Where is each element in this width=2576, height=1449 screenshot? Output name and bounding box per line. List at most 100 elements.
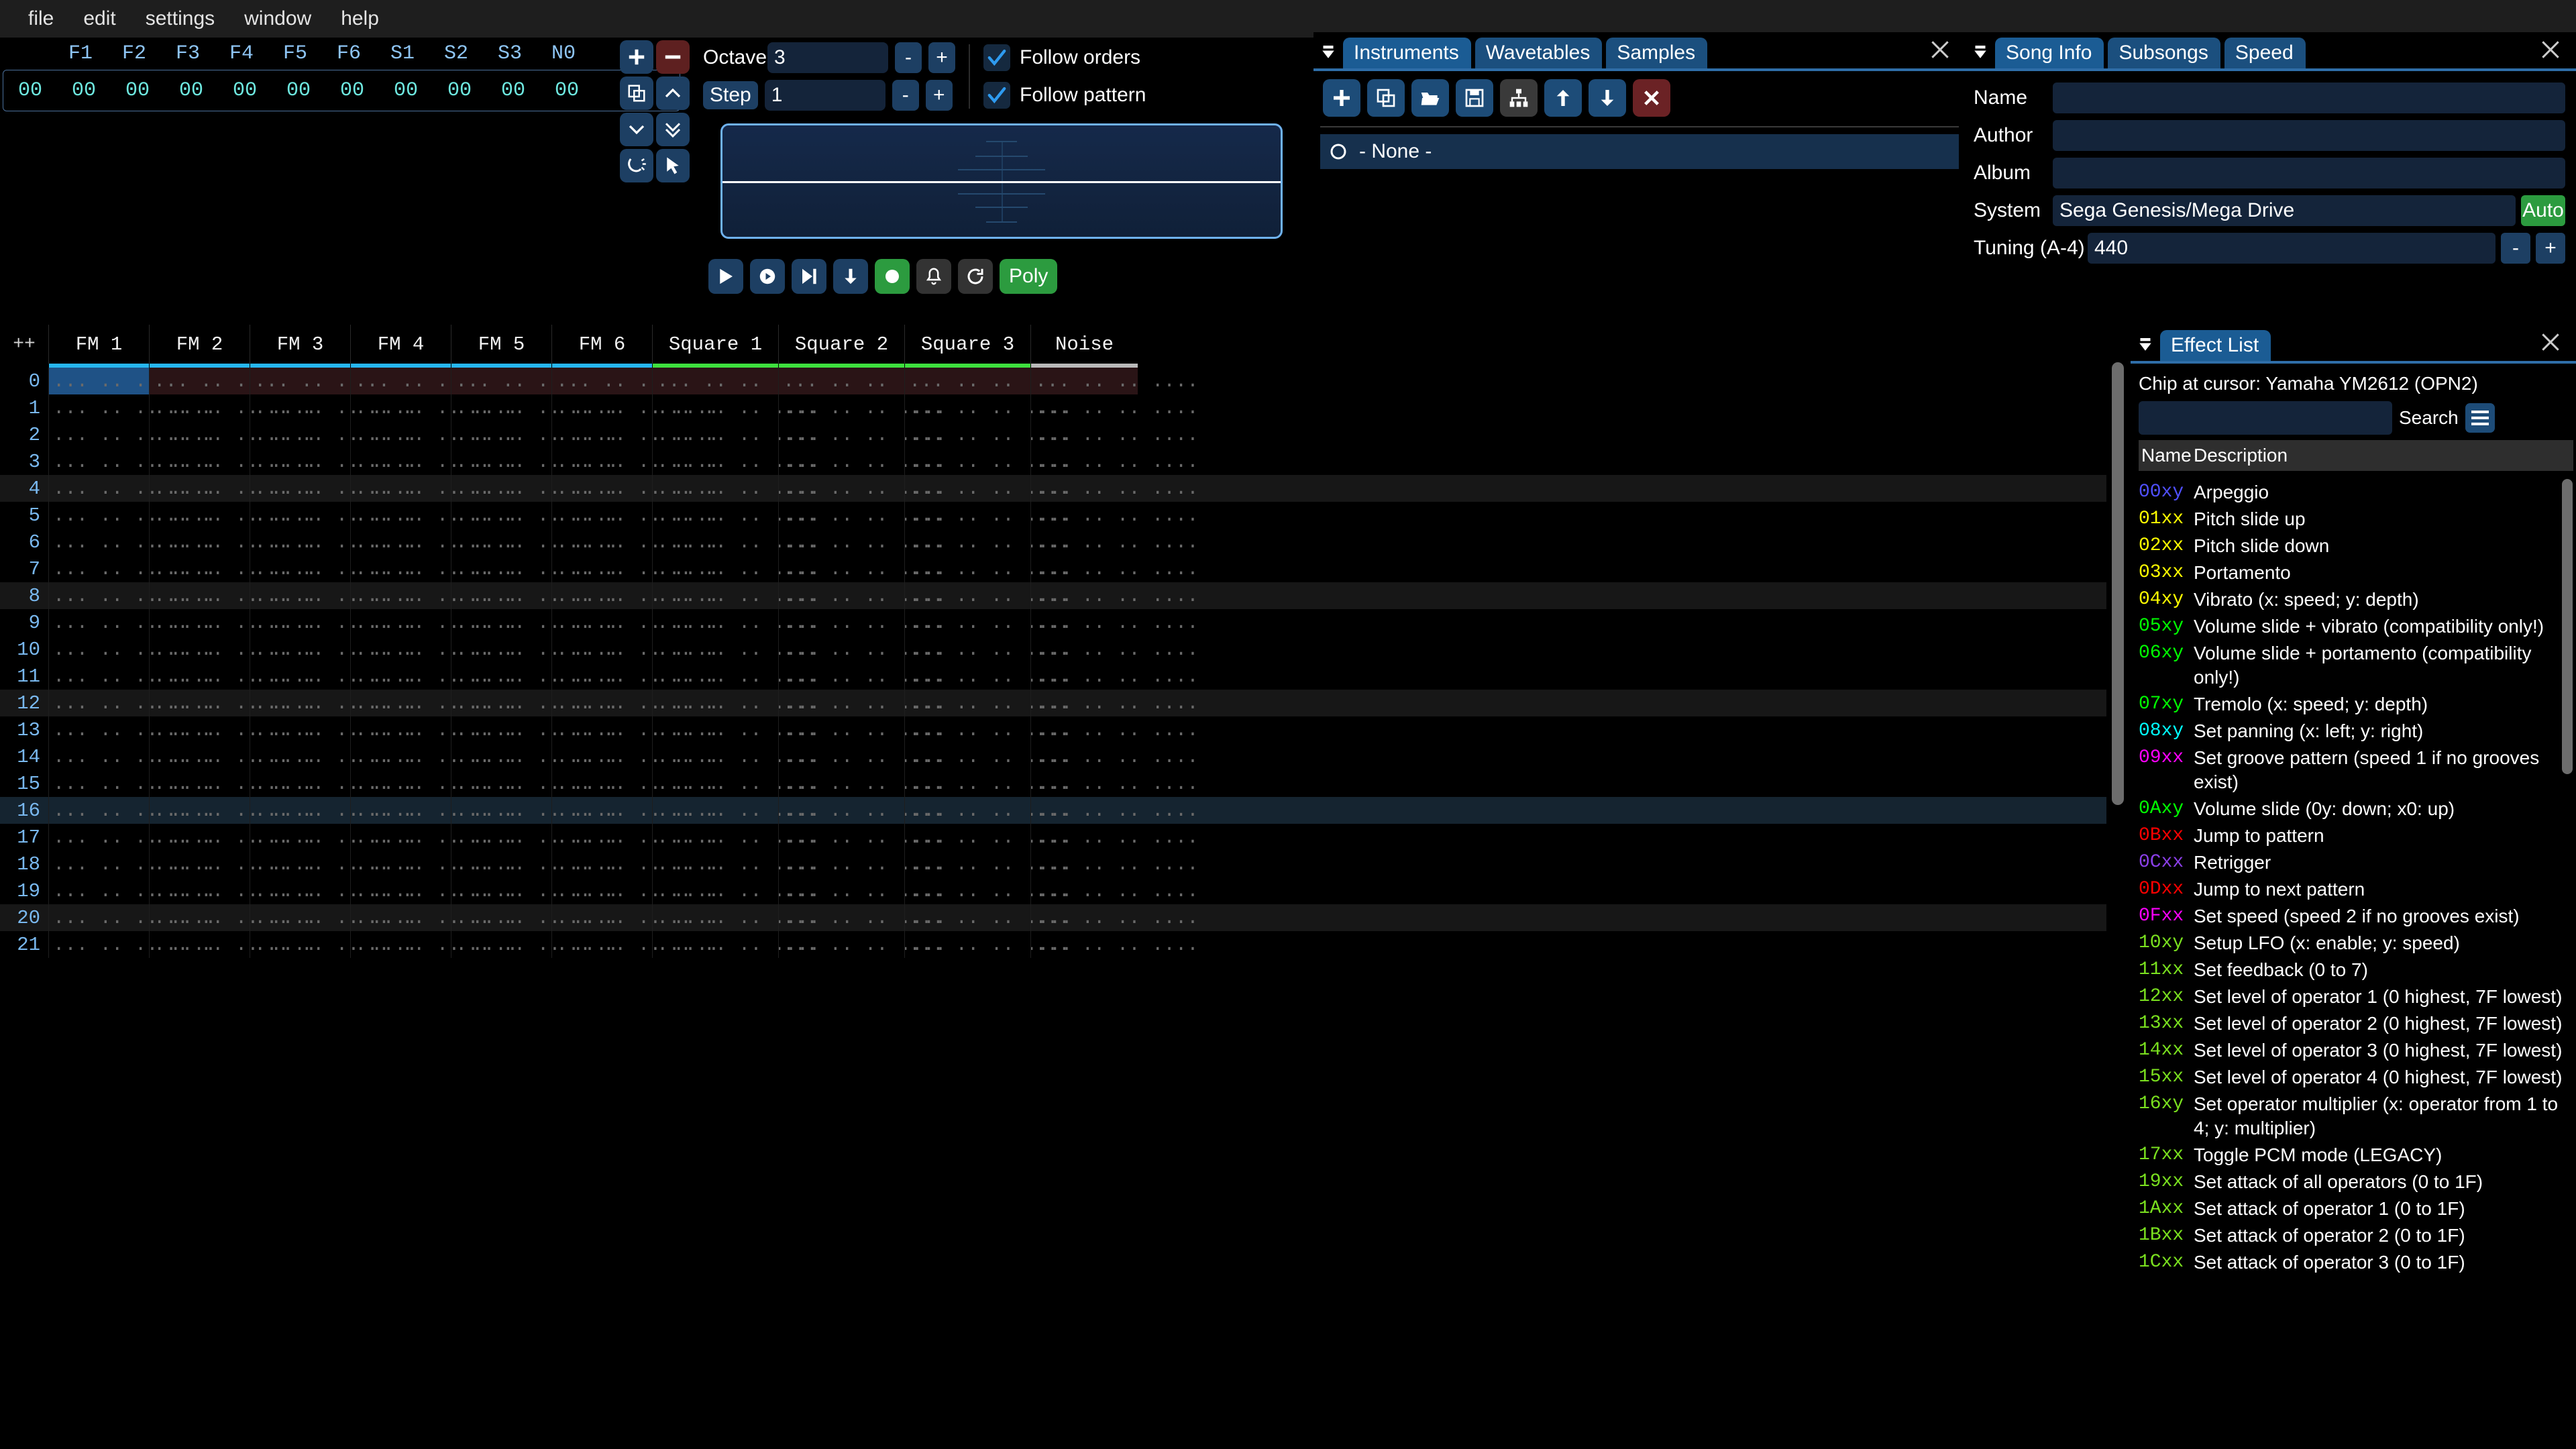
- pattern-cell[interactable]: ... .. .. ....: [1030, 904, 1199, 931]
- effect-row[interactable]: 03xx Portamento: [2139, 561, 2564, 585]
- pattern-cell[interactable]: ... .. .. ....: [904, 851, 1073, 877]
- pattern-cell[interactable]: ... .. .. ....: [551, 824, 720, 851]
- effect-search-input[interactable]: [2139, 401, 2392, 435]
- pattern-cell[interactable]: ... .. .. ....: [48, 636, 217, 663]
- pattern-cell[interactable]: ... .. .. ....: [551, 502, 720, 529]
- tab-samples[interactable]: Samples: [1606, 38, 1708, 68]
- channel-mute-underline[interactable]: [351, 364, 451, 368]
- pattern-cell[interactable]: ... .. .. ....: [250, 421, 418, 448]
- pattern-cell[interactable]: ... .. .. ....: [350, 502, 519, 529]
- effect-row[interactable]: 17xx Toggle PCM mode (LEGACY): [2139, 1143, 2564, 1167]
- pattern-cell[interactable]: ... .. .. ....: [250, 663, 418, 690]
- pattern-cell[interactable]: ... .. .. ....: [451, 663, 619, 690]
- pattern-cell[interactable]: ... .. .. ....: [451, 421, 619, 448]
- pattern-rows[interactable]: 0... .. .. ....... .. .. ....... .. .. .…: [0, 368, 2106, 1449]
- pattern-cell[interactable]: ... .. .. ....: [652, 797, 820, 824]
- channel-header-fm-4[interactable]: FM 4: [350, 325, 451, 368]
- pattern-cell[interactable]: ... .. .. ....: [149, 582, 317, 609]
- pattern-cell[interactable]: ... .. .. ....: [904, 636, 1073, 663]
- system-auto-button[interactable]: Auto: [2521, 195, 2565, 226]
- pattern-cell[interactable]: ... .. .. ....: [250, 690, 418, 716]
- pattern-cell[interactable]: ... .. .. ....: [149, 555, 317, 582]
- add-instrument-button[interactable]: [1323, 79, 1360, 117]
- pattern-cell[interactable]: ... .. .. ....: [652, 931, 820, 958]
- move-order-up-button[interactable]: [656, 76, 690, 110]
- pattern-cell[interactable]: ... .. .. ....: [149, 743, 317, 770]
- pattern-cell[interactable]: ... .. .. ....: [350, 690, 519, 716]
- oscilloscope[interactable]: [720, 123, 1283, 239]
- pattern-cell[interactable]: ... .. .. ....: [778, 904, 947, 931]
- pattern-editor[interactable]: ++ FM 1 FM 2 FM 3 FM 4 FM 5 FM 6 Square 1 Squar…: [0, 325, 2106, 1449]
- close-song-info-panel-button[interactable]: [2537, 36, 2564, 63]
- pattern-cell[interactable]: ... .. .. ....: [451, 582, 619, 609]
- pattern-cell[interactable]: ... .. .. ....: [149, 368, 317, 394]
- pattern-cell[interactable]: ... .. .. ....: [149, 770, 317, 797]
- pattern-cell[interactable]: ... .. .. ....: [778, 394, 947, 421]
- effect-row[interactable]: 07xy Tremolo (x: speed; y: depth): [2139, 692, 2564, 716]
- pattern-cell[interactable]: ... .. .. ....: [904, 502, 1073, 529]
- pattern-cell[interactable]: ... .. .. ....: [149, 394, 317, 421]
- pattern-cell[interactable]: ... .. .. ....: [350, 582, 519, 609]
- pattern-cell[interactable]: ... .. .. ....: [48, 690, 217, 716]
- pattern-cell[interactable]: ... .. .. ....: [904, 421, 1073, 448]
- pattern-cell[interactable]: ... .. .. ....: [149, 609, 317, 636]
- step-input[interactable]: 1: [764, 80, 885, 111]
- pattern-cell[interactable]: ... .. .. ....: [350, 904, 519, 931]
- pattern-cell[interactable]: ... .. .. ....: [652, 663, 820, 690]
- pattern-cell[interactable]: ... .. .. ....: [904, 582, 1073, 609]
- effect-list-menu-button[interactable]: [2465, 403, 2495, 433]
- pattern-cell[interactable]: ... .. .. ....: [350, 770, 519, 797]
- pattern-cell[interactable]: ... .. .. ....: [149, 529, 317, 555]
- pattern-cell[interactable]: ... .. .. ....: [652, 502, 820, 529]
- pattern-cell[interactable]: ... .. .. ....: [778, 877, 947, 904]
- pattern-cell[interactable]: ... .. .. ....: [551, 609, 720, 636]
- tab-speed[interactable]: Speed: [2224, 38, 2306, 68]
- order-cell[interactable]: 00: [339, 79, 364, 102]
- pattern-cell[interactable]: ... .. .. ....: [451, 502, 619, 529]
- pattern-cell[interactable]: ... .. .. ....: [551, 394, 720, 421]
- delete-instrument-button[interactable]: [1633, 79, 1670, 117]
- pattern-cell[interactable]: ... .. .. ....: [904, 609, 1073, 636]
- effect-row[interactable]: 16xy Set operator multiplier (x: operator…: [2139, 1092, 2564, 1140]
- repeat-pattern-button[interactable]: [958, 259, 993, 294]
- effect-rows[interactable]: 00xy Arpeggio 01xx Pitch slide up 02xx Pitch …: [2139, 480, 2564, 1449]
- pattern-cell[interactable]: ... .. .. ....: [250, 475, 418, 502]
- pattern-cell[interactable]: ... .. .. ....: [652, 368, 820, 394]
- effect-row[interactable]: 1Bxx Set attack of operator 2 (0 to 1F): [2139, 1224, 2564, 1248]
- tab-instruments[interactable]: Instruments: [1343, 38, 1471, 68]
- follow-orders-checkbox[interactable]: [983, 44, 1010, 71]
- pattern-cell[interactable]: ... .. .. ....: [652, 394, 820, 421]
- channel-mute-underline[interactable]: [1031, 364, 1138, 368]
- pattern-cell[interactable]: ... .. .. ....: [652, 582, 820, 609]
- channel-header-fm-2[interactable]: FM 2: [149, 325, 250, 368]
- pattern-cell[interactable]: ... .. .. ....: [652, 851, 820, 877]
- pattern-cell[interactable]: ... .. .. ....: [1030, 770, 1199, 797]
- pattern-cell[interactable]: ... .. .. ....: [904, 368, 1073, 394]
- pattern-cell[interactable]: ... .. .. ....: [1030, 475, 1199, 502]
- step-decrement-button[interactable]: -: [892, 80, 919, 111]
- pattern-row[interactable]: 13... .. .. ....... .. .. ....... .. .. …: [0, 716, 2106, 743]
- order-cell[interactable]: 00: [232, 79, 257, 102]
- pattern-cell[interactable]: ... .. .. ....: [551, 716, 720, 743]
- pattern-cell[interactable]: ... .. .. ....: [551, 663, 720, 690]
- pattern-cell[interactable]: ... .. .. ....: [904, 770, 1073, 797]
- pattern-cell[interactable]: ... .. .. ....: [149, 421, 317, 448]
- tab-effect-list[interactable]: Effect List: [2160, 330, 2271, 361]
- pattern-cell[interactable]: ... .. .. ....: [149, 636, 317, 663]
- pattern-cell[interactable]: ... .. .. ....: [48, 877, 217, 904]
- pattern-cell[interactable]: ... .. .. ....: [778, 931, 947, 958]
- pattern-cell[interactable]: ... .. .. ....: [250, 824, 418, 851]
- pattern-cell[interactable]: ... .. .. ....: [48, 931, 217, 958]
- pattern-cell[interactable]: ... .. .. ....: [250, 743, 418, 770]
- pattern-cell[interactable]: ... .. .. ....: [350, 421, 519, 448]
- pattern-cell[interactable]: ... .. .. ....: [48, 770, 217, 797]
- pattern-cell[interactable]: ... .. .. ....: [250, 448, 418, 475]
- pattern-cell[interactable]: ... .. .. ....: [350, 797, 519, 824]
- follow-pattern-checkbox[interactable]: [983, 82, 1010, 109]
- pattern-cell[interactable]: ... .. .. ....: [778, 582, 947, 609]
- pattern-cell[interactable]: ... .. .. ....: [350, 448, 519, 475]
- order-cell[interactable]: 00: [71, 79, 96, 102]
- pattern-cell[interactable]: ... .. .. ....: [1030, 555, 1199, 582]
- pattern-cell[interactable]: ... .. .. ....: [350, 609, 519, 636]
- pattern-cell[interactable]: ... .. .. ....: [551, 797, 720, 824]
